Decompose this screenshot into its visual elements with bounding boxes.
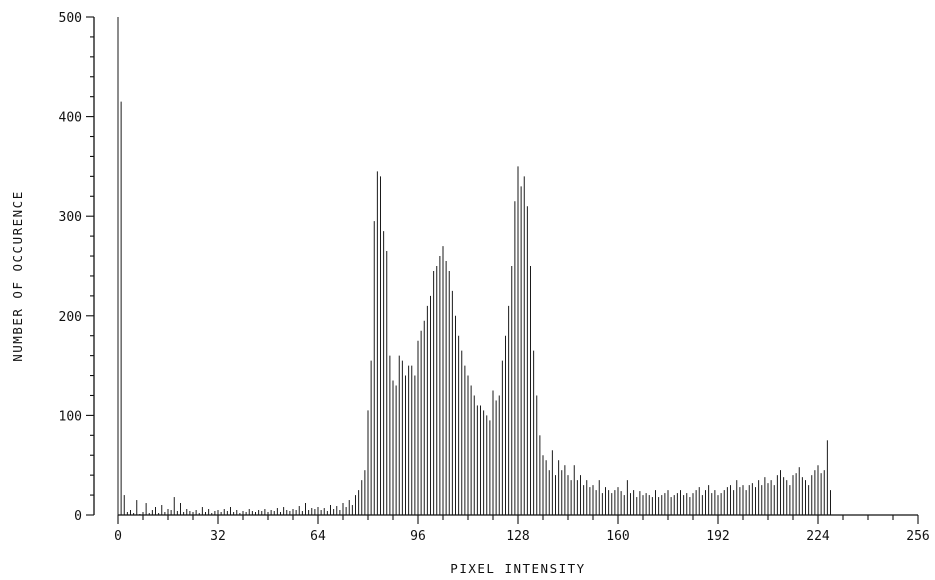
y-tick-label: 200 xyxy=(59,310,82,325)
y-axis-title: NUMBER OF OCCURENCE xyxy=(10,190,25,362)
x-tick-label: 160 xyxy=(606,529,629,544)
x-tick-label: 256 xyxy=(906,529,929,544)
y-tick-label: 300 xyxy=(59,210,82,225)
y-tick-label: 100 xyxy=(59,409,82,424)
histogram-bars xyxy=(117,17,831,515)
x-tick-label: 0 xyxy=(114,529,122,544)
x-tick-label: 192 xyxy=(706,529,729,544)
y-axis-ticks: 0 100 200 300 400 500 xyxy=(59,11,94,524)
x-tick-label: 32 xyxy=(210,529,226,544)
y-tick-label: 500 xyxy=(59,11,82,26)
y-tick-label: 0 xyxy=(74,509,82,524)
x-axis-ticks: 0 32 64 96 128 160 192 224 256 xyxy=(114,515,930,544)
x-tick-label: 224 xyxy=(806,529,830,544)
x-tick-label: 64 xyxy=(310,529,326,544)
x-tick-label: 96 xyxy=(410,529,426,544)
y-tick-label: 400 xyxy=(59,111,82,126)
x-axis-title: PIXEL INTENSITY xyxy=(450,561,585,576)
x-tick-label: 128 xyxy=(506,529,529,544)
